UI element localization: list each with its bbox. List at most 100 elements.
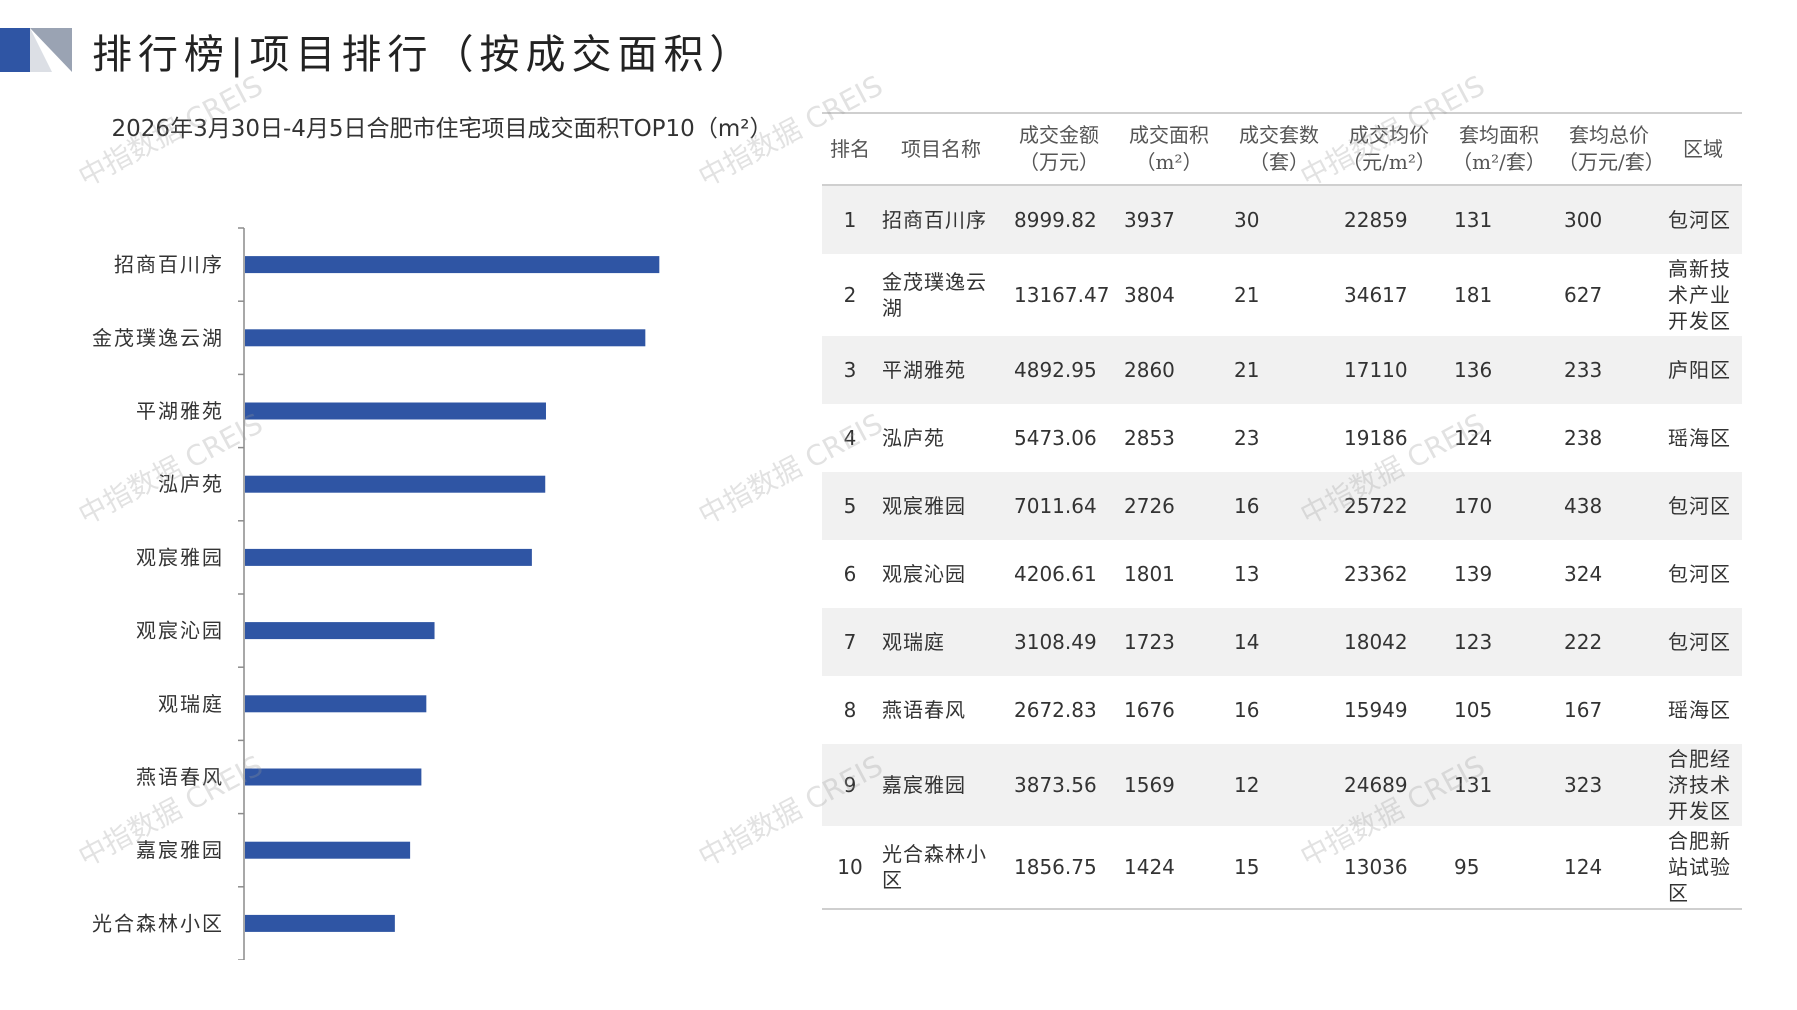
bar-9 <box>245 841 411 859</box>
table-cell: 95 <box>1444 826 1554 910</box>
category-label: 泓庐苑 <box>158 472 224 496</box>
table-row: 1 招商百川序 8999.82 3937 30 22859 131 300 包河区 <box>822 185 1742 254</box>
bar-1 <box>245 256 660 274</box>
table-cell: 14 <box>1224 608 1334 676</box>
table-cell: 瑶海区 <box>1668 426 1731 450</box>
table-cell: 高新技术产业开发区 <box>1668 257 1731 333</box>
table-row: 2 金茂璞逸云湖 13167.47 3804 21 34617 181 627 高新技术产业开发… <box>822 254 1742 336</box>
category-label: 观宸沁园 <box>136 619 224 643</box>
table-cell: 合肥新站试验区 <box>1664 826 1742 910</box>
table-row: 10 光合森林小区 1856.75 1424 15 13036 95 124 合肥新站试验区 <box>822 826 1742 910</box>
table-cell: 金茂璞逸云湖 <box>882 270 987 320</box>
table-row: 6 观宸沁园 4206.61 1801 13 23362 139 324 包河区 <box>822 540 1742 608</box>
category-label: 金茂璞逸云湖 <box>92 326 224 350</box>
table-row: 4 泓庐苑 5473.06 2853 23 19186 124 238 瑶海区 <box>822 404 1742 472</box>
table-cell: 2860 <box>1114 336 1224 404</box>
table-cell: 15949 <box>1344 698 1408 722</box>
table-cell: 12 <box>1224 744 1334 826</box>
table-cell: 1856.75 <box>1004 826 1114 910</box>
bar-6 <box>245 622 435 640</box>
table-cell: 1723 <box>1114 608 1224 676</box>
table-cell: 观瑞庭 <box>878 608 1004 676</box>
column-header: 成交均价 （元/m²） <box>1334 113 1444 186</box>
column-header: 套均总价 （万元/套） <box>1554 113 1665 186</box>
table-cell: 观宸沁园 <box>882 562 966 586</box>
table-cell: 123 <box>1444 608 1554 676</box>
table-cell: 嘉宸雅园 <box>878 744 1004 826</box>
column-header: 成交金额 （万元） <box>1004 113 1114 186</box>
table-cell: 131 <box>1444 185 1554 254</box>
table-cell: 139 <box>1454 562 1493 586</box>
table-cell: 19186 <box>1344 426 1408 450</box>
table-cell: 观宸雅园 <box>878 472 1004 540</box>
table-header-row: 排名 项目名称 成交金额 （万元） 成交面积 （m²） 成交套数 （套） 成交均价 （元/m²）套… <box>822 113 1742 186</box>
category-label: 嘉宸雅园 <box>136 838 224 862</box>
table-cell: 8 <box>843 698 857 722</box>
table-cell: 105 <box>1454 698 1493 722</box>
column-header: 套均面积 （m²/套） <box>1444 113 1554 186</box>
category-label: 平湖雅苑 <box>136 399 224 423</box>
table-cell: 124 <box>1554 826 1664 910</box>
table-cell: 25722 <box>1334 472 1444 540</box>
table-cell: 2726 <box>1114 472 1224 540</box>
bar-10 <box>245 914 395 932</box>
table-cell: 17110 <box>1334 336 1444 404</box>
table-cell: 10 <box>822 826 878 910</box>
bar-7 <box>245 695 427 713</box>
table-cell: 包河区 <box>1664 185 1742 254</box>
category-label: 观瑞庭 <box>158 692 224 716</box>
table-cell: 3937 <box>1114 185 1224 254</box>
table-cell: 2672.83 <box>1014 698 1097 722</box>
table-cell: 438 <box>1554 472 1664 540</box>
table-cell: 170 <box>1444 472 1554 540</box>
column-header: 成交套数 （套） <box>1224 113 1334 186</box>
bar-4 <box>245 475 546 493</box>
table-row: 9 嘉宸雅园 3873.56 1569 12 24689 131 323 合肥经济技术开发区 <box>822 744 1742 826</box>
table-cell: 131 <box>1444 744 1554 826</box>
table-cell: 8999.82 <box>1004 185 1114 254</box>
table-cell: 181 <box>1454 283 1493 307</box>
table-cell: 300 <box>1554 185 1664 254</box>
table-cell: 13 <box>1234 562 1260 586</box>
table-cell: 167 <box>1564 698 1603 722</box>
table-cell: 6 <box>843 562 857 586</box>
table-cell: 238 <box>1564 426 1603 450</box>
table-cell: 2 <box>843 283 857 307</box>
table-cell: 3873.56 <box>1004 744 1114 826</box>
table-cell: 招商百川序 <box>878 185 1004 254</box>
table-cell: 324 <box>1564 562 1603 586</box>
table-cell: 1424 <box>1114 826 1224 910</box>
table-cell: 4892.95 <box>1004 336 1114 404</box>
page-title: 排行榜|项目排行（按成交面积） <box>92 32 756 78</box>
category-label: 招商百川序 <box>114 253 224 277</box>
table-cell: 13036 <box>1334 826 1444 910</box>
table-row: 3 平湖雅苑 4892.95 2860 21 17110 136 233 庐阳区 <box>822 336 1742 404</box>
table-cell: 1676 <box>1124 698 1175 722</box>
table-cell: 323 <box>1554 744 1664 826</box>
table-cell: 光合森林小区 <box>878 826 1004 910</box>
table-cell: 2853 <box>1124 426 1175 450</box>
table-row: 5 观宸雅园 7011.64 2726 16 25722 170 438 包河区 <box>822 472 1742 540</box>
table-cell: 7011.64 <box>1004 472 1114 540</box>
table-cell: 平湖雅苑 <box>878 336 1004 404</box>
table-cell: 瑶海区 <box>1668 698 1731 722</box>
table-cell: 124 <box>1454 426 1493 450</box>
category-label: 燕语春风 <box>136 765 224 789</box>
table-cell: 3804 <box>1124 283 1175 307</box>
table-cell: 庐阳区 <box>1664 336 1742 404</box>
table-cell: 627 <box>1564 283 1603 307</box>
column-header: 区域 <box>1664 113 1742 186</box>
table-cell: 24689 <box>1334 744 1444 826</box>
column-header: 项目名称 <box>878 113 1004 186</box>
bar-2 <box>245 329 646 347</box>
table-cell: 21 <box>1234 283 1260 307</box>
table-cell: 136 <box>1444 336 1554 404</box>
column-header: 成交面积 （m²） <box>1114 113 1224 186</box>
table-cell: 23 <box>1234 426 1260 450</box>
table-cell: 包河区 <box>1664 472 1742 540</box>
bar-5 <box>245 548 532 566</box>
table-cell: 23362 <box>1344 562 1408 586</box>
table-cell: 泓庐苑 <box>882 426 945 450</box>
table-body: 1 招商百川序 8999.82 3937 30 22859 131 300 包河区 2 金茂璞逸云湖… <box>822 185 1742 910</box>
table-cell: 9 <box>822 744 878 826</box>
